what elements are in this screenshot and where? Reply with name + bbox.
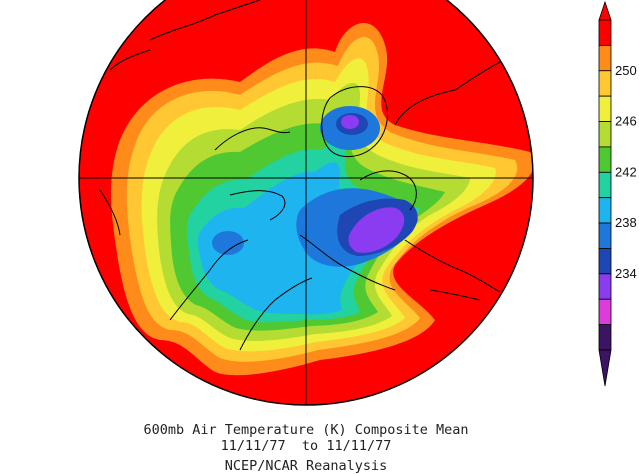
- colorbar: 250 246 242 238 234: [598, 0, 637, 387]
- colorbar-swatch: [598, 70, 612, 97]
- colorbar-swatch: [598, 273, 612, 300]
- colorbar-swatch: [598, 197, 612, 224]
- colorbar-arrow-bottom: [598, 349, 612, 387]
- colorbar-swatch: [598, 298, 612, 326]
- map-border: [78, 0, 534, 406]
- colorbar-tick-label: 242: [615, 164, 637, 179]
- colorbar-tick-label: 234: [615, 266, 637, 281]
- coastlines: [99, 0, 501, 351]
- cold-pocket-1: [212, 231, 244, 255]
- colorbar-swatch: [598, 171, 612, 199]
- colorbar-swatch: [598, 44, 612, 72]
- colorbar-swatch: [598, 19, 612, 46]
- cold-core-2: [348, 207, 405, 253]
- temperature-field: [79, 0, 533, 405]
- caption-source: NCEP/NCAR Reanalysis: [224, 458, 388, 474]
- colorbar-swatch: [598, 121, 612, 148]
- colorbar-swatch: [598, 324, 612, 351]
- colorbar-arrow-top: [598, 0, 612, 21]
- colorbar-swatch: [598, 95, 612, 122]
- caption-dates: 11/11/77 to 11/11/77: [220, 438, 392, 454]
- colorbar-tick-label: 246: [615, 114, 637, 129]
- caption-title: 600mb Air Temperature (K) Composite Mean: [143, 422, 469, 438]
- colorbar-swatch: [598, 222, 612, 249]
- cold-core-1: [341, 115, 359, 129]
- colorbar-tick-label: 238: [615, 215, 637, 230]
- colorbar-swatch: [598, 146, 612, 173]
- contour-240: [197, 162, 398, 315]
- colorbar-swatch: [598, 248, 612, 275]
- colorbar-tick-label: 250: [615, 63, 637, 78]
